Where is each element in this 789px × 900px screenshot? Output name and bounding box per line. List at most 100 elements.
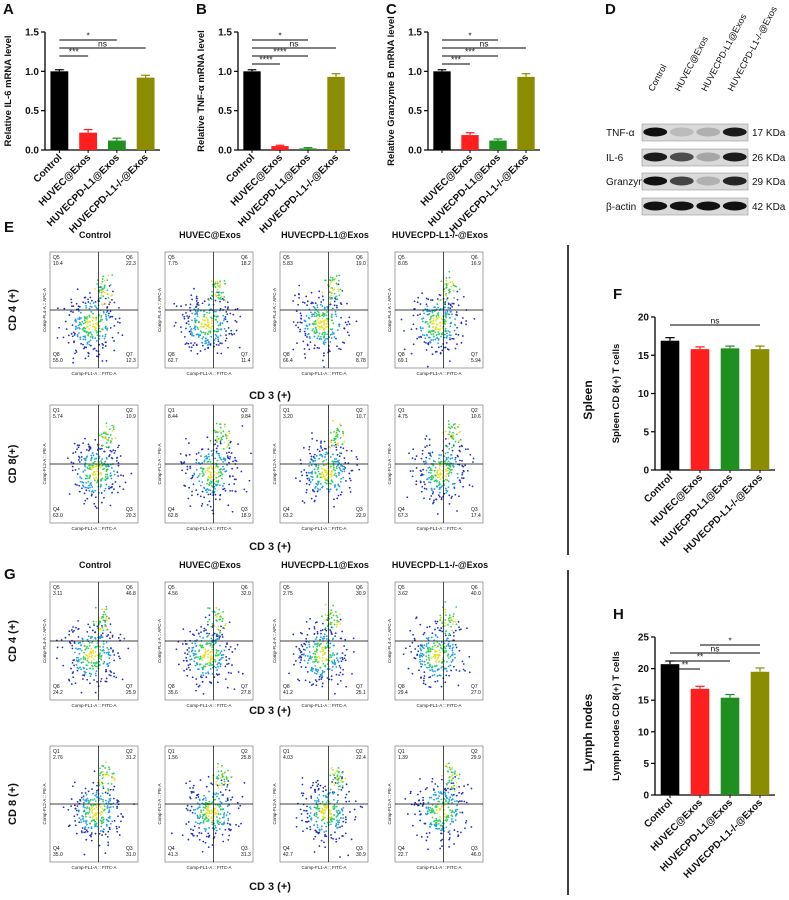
- axis-y-label: Comp-FL4-A :: APC-A: [42, 288, 47, 332]
- event-dot: [198, 304, 200, 306]
- event-dot: [304, 302, 306, 304]
- event-dot: [105, 298, 107, 300]
- event-dot: [92, 337, 94, 339]
- event-dot: [311, 438, 313, 440]
- event-dot: [217, 787, 219, 789]
- event-dot: [217, 681, 219, 683]
- event-dot: [346, 794, 348, 796]
- event-dot: [75, 350, 77, 352]
- event-dot: [180, 305, 182, 307]
- event-dot: [197, 814, 199, 816]
- event-dot: [89, 296, 91, 298]
- blot-band: [723, 202, 747, 211]
- bar: [691, 349, 710, 470]
- event-dot: [66, 328, 68, 330]
- event-dot: [444, 601, 446, 603]
- event-dot: [99, 655, 101, 657]
- event-dot: [332, 420, 334, 422]
- event-dot: [208, 456, 210, 458]
- event-dot: [102, 617, 104, 619]
- event-dot: [335, 777, 337, 779]
- event-dot: [107, 275, 109, 277]
- event-dot: [209, 477, 211, 479]
- event-dot: [312, 328, 314, 330]
- event-dot: [200, 350, 202, 352]
- event-dot: [232, 461, 234, 463]
- event-dot: [99, 833, 101, 835]
- event-dot: [322, 360, 324, 362]
- event-dot: [321, 318, 323, 320]
- event-dot: [226, 452, 228, 454]
- event-dot: [87, 639, 89, 641]
- quadrant-value: 31.2: [126, 755, 136, 761]
- event-dot: [178, 664, 180, 666]
- axis-x-label: Comp-FL1-A :: FITC-A: [71, 865, 116, 870]
- event-dot: [100, 806, 102, 808]
- event-dot: [444, 306, 446, 308]
- event-dot: [454, 459, 456, 461]
- event-dot: [309, 826, 311, 828]
- event-dot: [444, 624, 446, 626]
- event-dot: [337, 442, 339, 444]
- quadrant-value: 19.0: [356, 261, 366, 267]
- event-dot: [449, 360, 451, 362]
- event-dot: [211, 821, 213, 823]
- event-dot: [227, 504, 229, 506]
- event-dot: [331, 292, 333, 294]
- event-dot: [462, 486, 464, 488]
- event-dot: [332, 769, 334, 771]
- event-dot: [315, 302, 317, 304]
- event-dot: [224, 829, 226, 831]
- event-dot: [96, 470, 98, 472]
- event-dot: [441, 641, 443, 643]
- event-dot: [445, 468, 447, 470]
- event-dot: [78, 459, 80, 461]
- event-dot: [206, 663, 208, 665]
- event-dot: [72, 335, 74, 337]
- event-dot: [318, 788, 320, 790]
- event-dot: [84, 492, 86, 494]
- event-dot: [342, 652, 344, 654]
- event-dot: [336, 620, 338, 622]
- event-dot: [456, 327, 458, 329]
- event-dot: [221, 343, 223, 345]
- event-dot: [77, 801, 79, 803]
- event-dot: [102, 801, 104, 803]
- event-dot: [122, 488, 124, 490]
- event-dot: [71, 333, 73, 335]
- event-dot: [214, 339, 216, 341]
- event-dot: [408, 452, 410, 454]
- event-dot: [320, 678, 322, 680]
- event-dot: [104, 432, 106, 434]
- event-dot: [211, 322, 213, 324]
- event-dot: [411, 642, 413, 644]
- event-dot: [106, 678, 108, 680]
- event-dot: [337, 616, 339, 618]
- event-dot: [105, 334, 107, 336]
- event-dot: [344, 639, 346, 641]
- event-dot: [320, 633, 322, 635]
- event-dot: [108, 303, 110, 305]
- event-dot: [105, 314, 107, 316]
- event-dot: [93, 679, 95, 681]
- event-dot: [457, 299, 459, 301]
- flow-plot: Q11.56Q225.8Q441.3Q331.3Comp-FL2-A :: PE…: [157, 746, 253, 870]
- event-dot: [130, 473, 132, 475]
- event-dot: [323, 638, 325, 640]
- event-dot: [309, 815, 311, 817]
- panel-label: H: [613, 606, 624, 623]
- panel-label: F: [613, 286, 622, 303]
- event-dot: [108, 811, 110, 813]
- event-dot: [348, 316, 350, 318]
- event-dot: [329, 440, 331, 442]
- event-dot: [205, 643, 207, 645]
- quadrant-value: 3.62: [398, 591, 408, 597]
- event-dot: [243, 488, 245, 490]
- event-dot: [334, 624, 336, 626]
- event-dot: [83, 831, 85, 833]
- event-dot: [414, 648, 416, 650]
- event-dot: [221, 765, 223, 767]
- event-dot: [233, 483, 235, 485]
- event-dot: [333, 774, 335, 776]
- event-dot: [100, 798, 102, 800]
